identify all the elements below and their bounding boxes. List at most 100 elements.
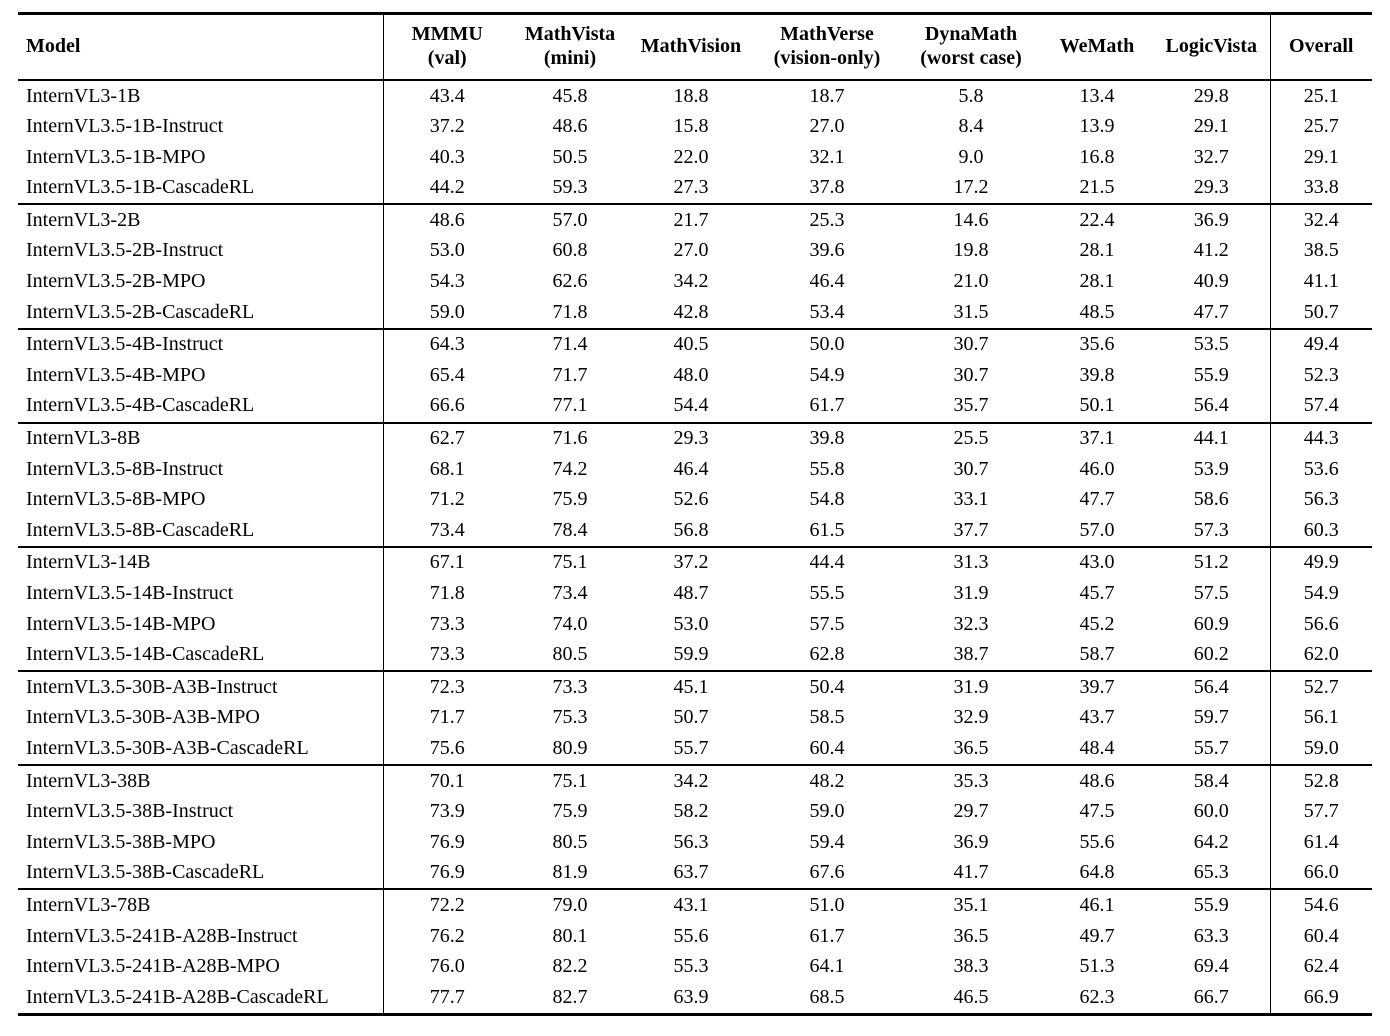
score-cell: 57.0	[1079, 518, 1115, 541]
model-name-cell: InternVL3-1B	[26, 84, 141, 107]
score-cell: 56.4	[1193, 394, 1229, 417]
column-header: WeMath	[1041, 14, 1153, 81]
score-cell: 55.8	[809, 457, 845, 480]
score-cell: 53.9	[1193, 457, 1229, 480]
model-group: InternVL3-1B 43.4 45.8 18.8 18.7 5.8 13.4 29.8 2…	[18, 80, 1372, 205]
column-header-label: MathVista	[524, 23, 616, 46]
table-row: InternVL3.5-8B-CascadeRL 73.4 78.4 56.8 61.5…	[18, 515, 1372, 547]
score-cell: 54.8	[809, 488, 845, 511]
score-cell: 21.5	[1079, 176, 1115, 199]
table-row: InternVL3.5-241B-A28B-CascadeRL 77.7 82.7 6…	[18, 982, 1372, 1015]
score-cell: 56.8	[673, 518, 709, 541]
score-cell: 47.5	[1079, 800, 1115, 823]
table-row: InternVL3.5-2B-MPO 54.3 62.6 34.2 46.4 21.0 28…	[18, 266, 1372, 298]
score-cell: 57.4	[1269, 390, 1372, 423]
table-row: InternVL3.5-241B-A28B-MPO 76.0 82.2 55.3 64.…	[18, 951, 1372, 983]
score-cell: 36.9	[953, 830, 989, 853]
score-cell: 19.8	[953, 239, 989, 262]
score-cell: 78.4	[552, 518, 588, 541]
table-row: InternVL3.5-1B-CascadeRL 44.2 59.3 27.3 37.8…	[18, 172, 1372, 205]
score-cell: 68.1	[382, 454, 511, 485]
score-cell: 50.4	[809, 675, 845, 698]
score-cell: 34.2	[673, 769, 709, 792]
benchmark-table: Model MMMU (val) MathVista (mini) MathVision M…	[18, 12, 1372, 1016]
score-cell: 54.4	[673, 394, 709, 417]
score-cell: 29.1	[1269, 142, 1372, 173]
score-cell: 52.8	[1269, 765, 1372, 797]
score-cell: 49.9	[1269, 546, 1372, 579]
score-cell: 72.2	[382, 889, 511, 922]
score-cell: 57.5	[809, 612, 845, 635]
score-cell: 48.6	[552, 115, 588, 138]
table-row: InternVL3-38B 70.1 75.1 34.2 48.2 35.3 48.6 58.…	[18, 765, 1372, 797]
score-cell: 39.7	[1079, 675, 1115, 698]
score-cell: 55.6	[673, 924, 709, 947]
score-cell: 57.3	[1193, 518, 1229, 541]
score-cell: 14.6	[953, 208, 989, 231]
table-row: InternVL3.5-30B-A3B-MPO 71.7 75.3 50.7 58.5 3…	[18, 702, 1372, 734]
score-cell: 76.2	[382, 921, 511, 952]
score-cell: 46.4	[673, 457, 709, 480]
table-row: InternVL3.5-38B-MPO 76.9 80.5 56.3 59.4 36.9 5…	[18, 827, 1372, 858]
score-cell: 18.8	[673, 84, 709, 107]
score-cell: 58.6	[1193, 488, 1229, 511]
score-cell: 68.5	[809, 985, 845, 1008]
score-cell: 32.9	[953, 706, 989, 729]
score-cell: 59.0	[809, 800, 845, 823]
score-cell: 59.4	[809, 830, 845, 853]
score-cell: 46.1	[1079, 893, 1115, 916]
score-cell: 46.0	[1079, 457, 1115, 480]
score-cell: 77.7	[382, 982, 511, 1015]
model-name-cell: InternVL3.5-30B-A3B-Instruct	[26, 675, 278, 698]
score-cell: 71.8	[552, 300, 588, 323]
score-cell: 53.4	[809, 300, 845, 323]
score-cell: 61.7	[809, 924, 845, 947]
score-cell: 62.7	[382, 422, 511, 455]
score-cell: 79.0	[552, 893, 588, 916]
score-cell: 71.6	[552, 427, 588, 450]
score-cell: 63.9	[673, 985, 709, 1008]
score-cell: 53.6	[1269, 454, 1372, 485]
score-cell: 36.9	[1193, 208, 1229, 231]
score-cell: 15.8	[673, 115, 709, 138]
table-row: InternVL3.5-14B-MPO 73.3 74.0 53.0 57.5 32.3 4…	[18, 609, 1372, 640]
table-row: InternVL3.5-4B-CascadeRL 66.6 77.1 54.4 61.7…	[18, 390, 1372, 423]
score-cell: 51.0	[809, 893, 845, 916]
score-cell: 76.9	[382, 827, 511, 858]
model-group: InternVL3-2B 48.6 57.0 21.7 25.3 14.6 22.4 36.9…	[18, 204, 1372, 329]
score-cell: 39.6	[809, 239, 845, 262]
column-header-label: MathVerse	[780, 23, 874, 46]
model-name-cell: InternVL3-78B	[26, 893, 151, 916]
score-cell: 56.3	[673, 830, 709, 853]
score-cell: 59.0	[1269, 733, 1372, 766]
table-row: InternVL3-2B 48.6 57.0 21.7 25.3 14.6 22.4 36.9…	[18, 204, 1372, 236]
model-name-cell: InternVL3.5-2B-Instruct	[26, 239, 224, 262]
column-header-sublabel: (worst case)	[920, 47, 1022, 69]
model-name-cell: InternVL3.5-1B-CascadeRL	[26, 176, 255, 199]
model-group: InternVL3.5-4B-Instruct 64.3 71.4 40.5 50.0 3…	[18, 328, 1372, 423]
score-cell: 37.1	[1079, 427, 1115, 450]
column-header: MMMU (val)	[382, 13, 511, 80]
score-cell: 56.6	[1269, 609, 1372, 640]
model-name-cell: InternVL3.5-4B-CascadeRL	[26, 394, 255, 417]
score-cell: 74.0	[552, 612, 588, 635]
score-cell: 30.7	[953, 333, 989, 356]
score-cell: 44.1	[1193, 427, 1229, 450]
score-cell: 52.7	[1269, 671, 1372, 703]
score-cell: 50.7	[1269, 297, 1372, 329]
score-cell: 45.8	[552, 84, 588, 107]
score-cell: 73.3	[382, 639, 511, 672]
score-cell: 76.0	[382, 951, 511, 983]
score-cell: 49.4	[1269, 328, 1372, 361]
score-cell: 21.7	[673, 208, 709, 231]
score-cell: 32.4	[1269, 204, 1372, 236]
score-cell: 55.5	[809, 582, 845, 604]
model-name-cell: InternVL3.5-4B-Instruct	[26, 333, 224, 356]
table-row: InternVL3.5-241B-A28B-Instruct 76.2 80.1 55…	[18, 921, 1372, 952]
score-cell: 56.3	[1269, 484, 1372, 516]
score-cell: 64.8	[1079, 861, 1115, 884]
score-cell: 63.7	[673, 861, 709, 884]
table-row: InternVL3-1B 43.4 45.8 18.8 18.7 5.8 13.4 29.8 2…	[18, 80, 1372, 112]
score-cell: 58.4	[1193, 769, 1229, 792]
